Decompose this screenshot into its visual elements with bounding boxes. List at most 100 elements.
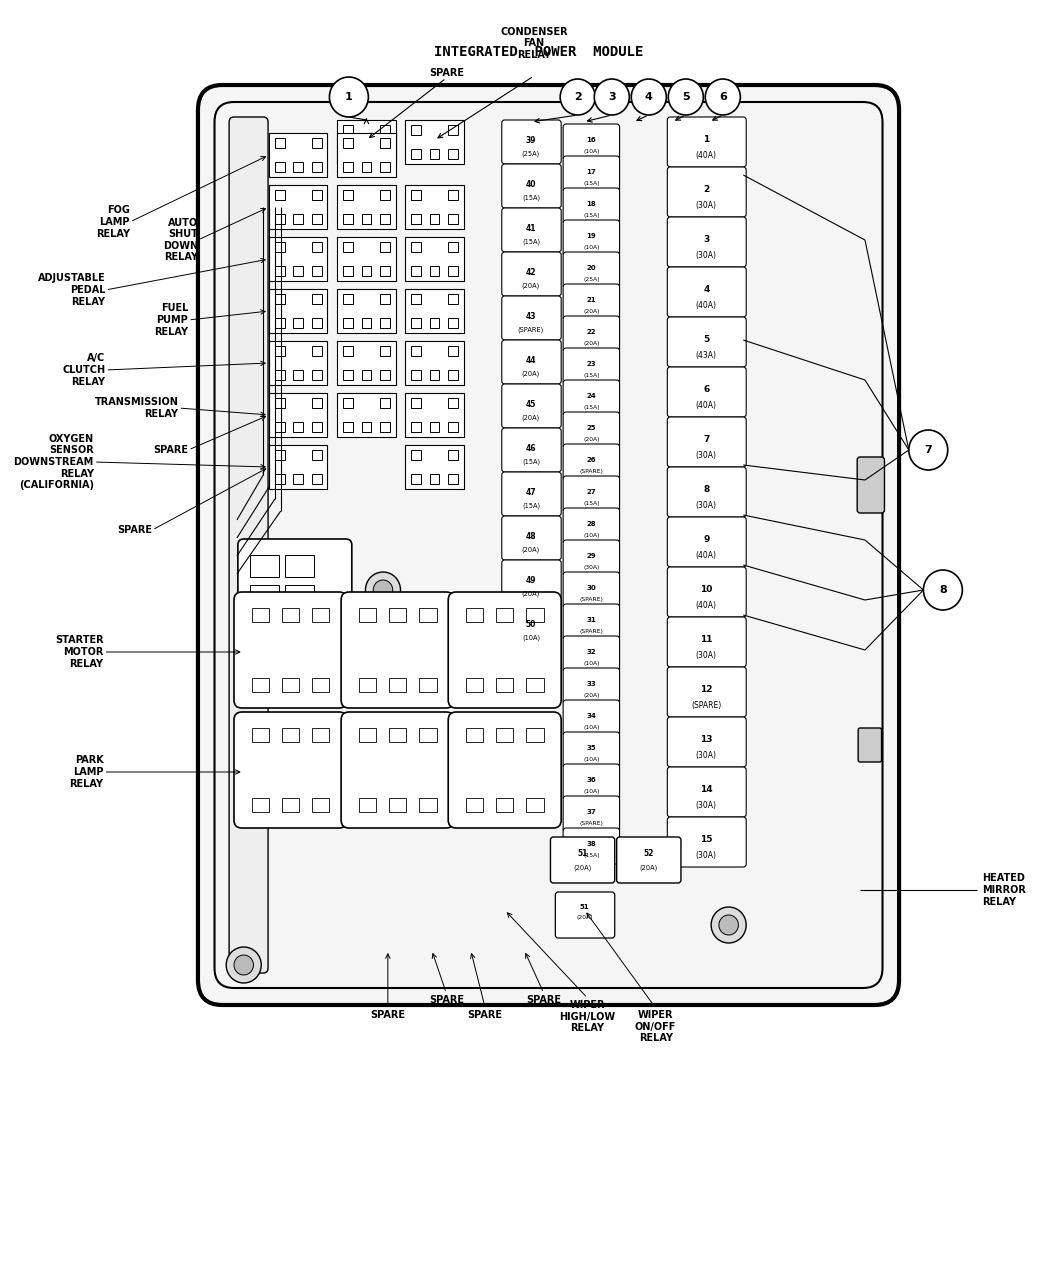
Text: 39: 39 bbox=[526, 135, 537, 144]
Bar bbox=[252, 678, 269, 692]
Text: 20: 20 bbox=[587, 265, 596, 272]
Bar bbox=[269, 133, 328, 177]
FancyBboxPatch shape bbox=[563, 187, 620, 224]
Bar bbox=[412, 422, 421, 432]
Text: 24: 24 bbox=[587, 394, 596, 399]
Text: (SPARE): (SPARE) bbox=[518, 326, 544, 333]
Text: (20A): (20A) bbox=[639, 864, 658, 871]
Bar bbox=[312, 474, 321, 484]
Text: 43: 43 bbox=[526, 311, 537, 320]
Text: FOG
LAMP
RELAY: FOG LAMP RELAY bbox=[96, 205, 130, 238]
FancyBboxPatch shape bbox=[563, 764, 620, 799]
Text: 8: 8 bbox=[939, 585, 947, 595]
Bar bbox=[312, 266, 321, 275]
FancyBboxPatch shape bbox=[563, 572, 620, 608]
Bar bbox=[380, 242, 390, 252]
Text: 38: 38 bbox=[587, 842, 596, 848]
Bar bbox=[337, 393, 396, 437]
Bar bbox=[380, 162, 390, 172]
Bar bbox=[412, 450, 421, 460]
Bar bbox=[412, 242, 421, 252]
Text: 4: 4 bbox=[704, 286, 710, 295]
Text: 41: 41 bbox=[526, 223, 537, 232]
Text: 7: 7 bbox=[924, 445, 932, 455]
Bar bbox=[380, 398, 390, 408]
FancyBboxPatch shape bbox=[668, 467, 747, 516]
Text: (30A): (30A) bbox=[696, 850, 717, 859]
Bar bbox=[293, 214, 303, 224]
Text: 18: 18 bbox=[587, 201, 596, 208]
Bar bbox=[312, 370, 321, 380]
Bar bbox=[429, 474, 440, 484]
FancyBboxPatch shape bbox=[563, 732, 620, 768]
Text: (40A): (40A) bbox=[696, 601, 717, 609]
Circle shape bbox=[668, 79, 704, 115]
Circle shape bbox=[226, 947, 261, 983]
Text: 11: 11 bbox=[700, 635, 713, 644]
Bar bbox=[405, 120, 464, 164]
Bar bbox=[448, 450, 458, 460]
Bar bbox=[293, 162, 303, 172]
FancyBboxPatch shape bbox=[502, 604, 561, 648]
Text: 32: 32 bbox=[587, 649, 596, 655]
Bar bbox=[361, 149, 372, 159]
Circle shape bbox=[706, 79, 740, 115]
Bar bbox=[405, 393, 464, 437]
Bar bbox=[405, 237, 464, 280]
Text: 25: 25 bbox=[587, 426, 596, 431]
Text: (15A): (15A) bbox=[583, 181, 600, 185]
Text: 37: 37 bbox=[587, 810, 596, 816]
Text: 8: 8 bbox=[704, 486, 710, 495]
Bar bbox=[343, 370, 353, 380]
Bar bbox=[269, 445, 328, 490]
Text: (15A): (15A) bbox=[522, 502, 540, 509]
Bar bbox=[496, 678, 513, 692]
Bar bbox=[361, 266, 372, 275]
Text: (25A): (25A) bbox=[522, 150, 540, 157]
Text: SPARE: SPARE bbox=[428, 994, 464, 1005]
FancyBboxPatch shape bbox=[563, 221, 620, 256]
Bar bbox=[275, 346, 285, 356]
Text: (30A): (30A) bbox=[696, 751, 717, 760]
Text: 33: 33 bbox=[587, 682, 596, 687]
Bar bbox=[448, 242, 458, 252]
Text: (SPARE): (SPARE) bbox=[580, 629, 604, 634]
Text: A/C
CLUTCH
RELAY: A/C CLUTCH RELAY bbox=[62, 353, 105, 386]
Circle shape bbox=[719, 915, 738, 935]
Text: (20A): (20A) bbox=[522, 282, 540, 288]
Bar bbox=[343, 266, 353, 275]
Bar bbox=[312, 608, 330, 622]
Text: 17: 17 bbox=[587, 170, 596, 176]
Text: SPARE: SPARE bbox=[467, 1010, 503, 1020]
Bar bbox=[526, 608, 544, 622]
Bar bbox=[312, 728, 330, 742]
Bar bbox=[361, 422, 372, 432]
Bar bbox=[380, 138, 390, 148]
Text: 5: 5 bbox=[704, 335, 710, 344]
Bar bbox=[252, 608, 269, 622]
Text: (15A): (15A) bbox=[583, 404, 600, 409]
Bar bbox=[405, 445, 464, 490]
FancyBboxPatch shape bbox=[668, 417, 747, 467]
Bar bbox=[429, 317, 440, 328]
Text: SPARE: SPARE bbox=[118, 525, 152, 536]
Text: 16: 16 bbox=[587, 138, 596, 144]
Bar bbox=[448, 346, 458, 356]
Text: (40A): (40A) bbox=[696, 400, 717, 409]
FancyBboxPatch shape bbox=[563, 412, 620, 448]
Bar bbox=[429, 149, 440, 159]
Text: STARTER
MOTOR
RELAY: STARTER MOTOR RELAY bbox=[55, 635, 104, 668]
Bar bbox=[312, 678, 330, 692]
Bar bbox=[448, 266, 458, 275]
Text: (40A): (40A) bbox=[696, 150, 717, 159]
Bar bbox=[269, 393, 328, 437]
Bar bbox=[388, 728, 406, 742]
Bar bbox=[388, 798, 406, 812]
Bar bbox=[359, 608, 376, 622]
Text: 12: 12 bbox=[700, 685, 713, 695]
FancyBboxPatch shape bbox=[563, 827, 620, 864]
Bar bbox=[361, 370, 372, 380]
Text: OXYGEN
SENSOR
DOWNSTREAM
RELAY
(CALIFORNIA): OXYGEN SENSOR DOWNSTREAM RELAY (CALIFORN… bbox=[14, 434, 93, 490]
Bar bbox=[275, 295, 285, 303]
FancyBboxPatch shape bbox=[563, 316, 620, 352]
